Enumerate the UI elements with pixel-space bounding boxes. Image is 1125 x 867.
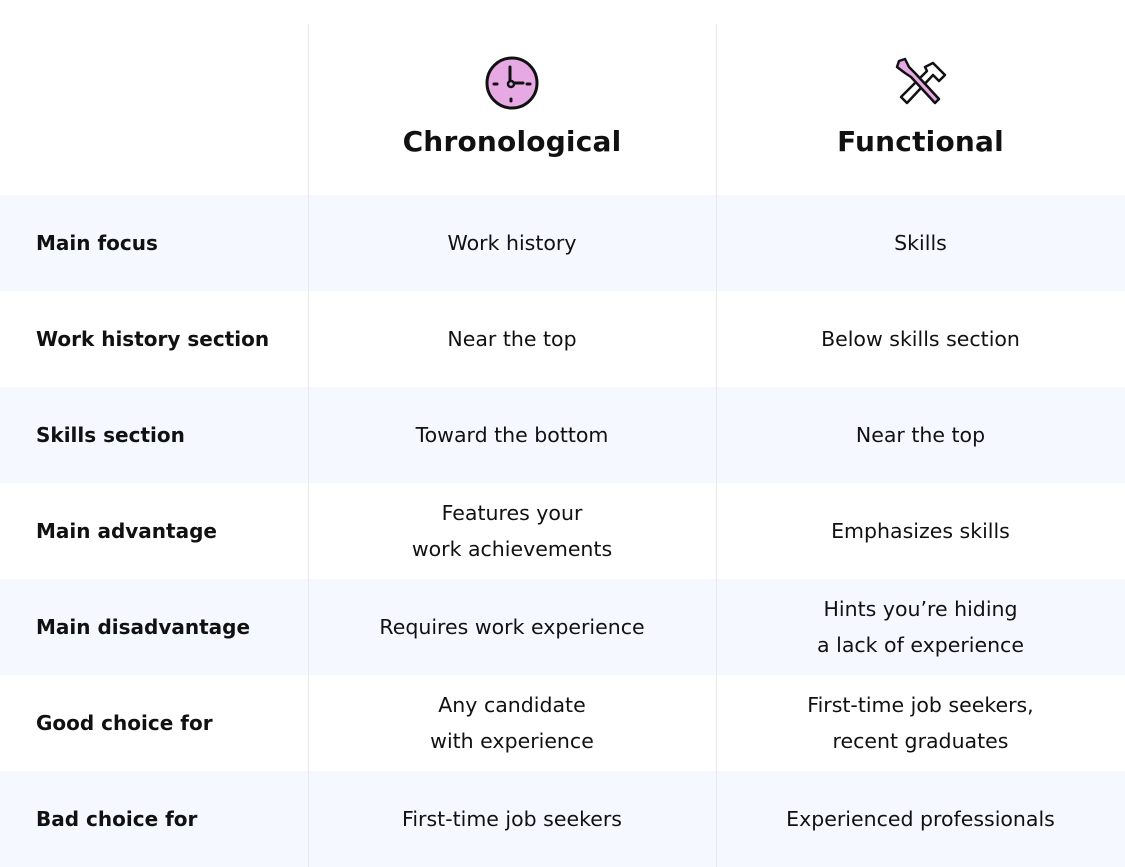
clock-icon <box>485 56 539 110</box>
row-label: Bad choice for <box>36 807 198 831</box>
table-row: Main disadvantage Requires work experien… <box>0 579 1125 675</box>
cell-functional: Skills <box>894 231 947 255</box>
cell-functional: Experienced professionals <box>786 807 1055 831</box>
cell-functional: Near the top <box>855 423 986 447</box>
tools-icon <box>895 57 946 105</box>
cell-functional: First-time job seekers, recent graduates <box>807 693 1034 753</box>
table-row: Work history section Near the top Below … <box>0 291 1125 387</box>
row-label: Main focus <box>36 231 158 255</box>
table-row: Bad choice for First-time job seekers Ex… <box>0 771 1125 867</box>
column-divider <box>716 24 717 867</box>
column-header-chronological: Chronological <box>308 0 716 195</box>
table-row: Good choice for Any candidate with exper… <box>0 675 1125 771</box>
cell-chronological: First-time job seekers <box>402 807 622 831</box>
table-row: Skills section Toward the bottom Near th… <box>0 387 1125 483</box>
row-label: Good choice for <box>36 711 213 735</box>
cell-chronological: Work history <box>447 231 577 255</box>
cell-functional: Hints you’re hiding a lack of experience <box>817 597 1024 657</box>
cell-functional: Below skills section <box>821 327 1020 351</box>
row-label: Work history section <box>36 327 270 351</box>
cell-chronological: Toward the bottom <box>415 423 609 447</box>
cell-chronological: Requires work experience <box>379 615 645 639</box>
column-title: Chronological <box>402 125 622 158</box>
column-divider <box>308 24 309 867</box>
row-label: Main disadvantage <box>36 615 251 639</box>
cell-chronological: Near the top <box>447 327 577 351</box>
cell-functional: Emphasizes skills <box>831 519 1010 543</box>
column-header-functional: Functional <box>716 0 1125 195</box>
row-label: Main advantage <box>36 519 217 543</box>
row-label: Skills section <box>36 423 185 447</box>
cell-chronological: Any candidate with experience <box>430 693 594 753</box>
column-title: Functional <box>837 125 1004 158</box>
table-row: Main focus Work history Skills <box>0 195 1125 291</box>
table-row: Main advantage Features your work achiev… <box>0 483 1125 579</box>
cell-chronological: Features your work achievements <box>411 501 613 561</box>
